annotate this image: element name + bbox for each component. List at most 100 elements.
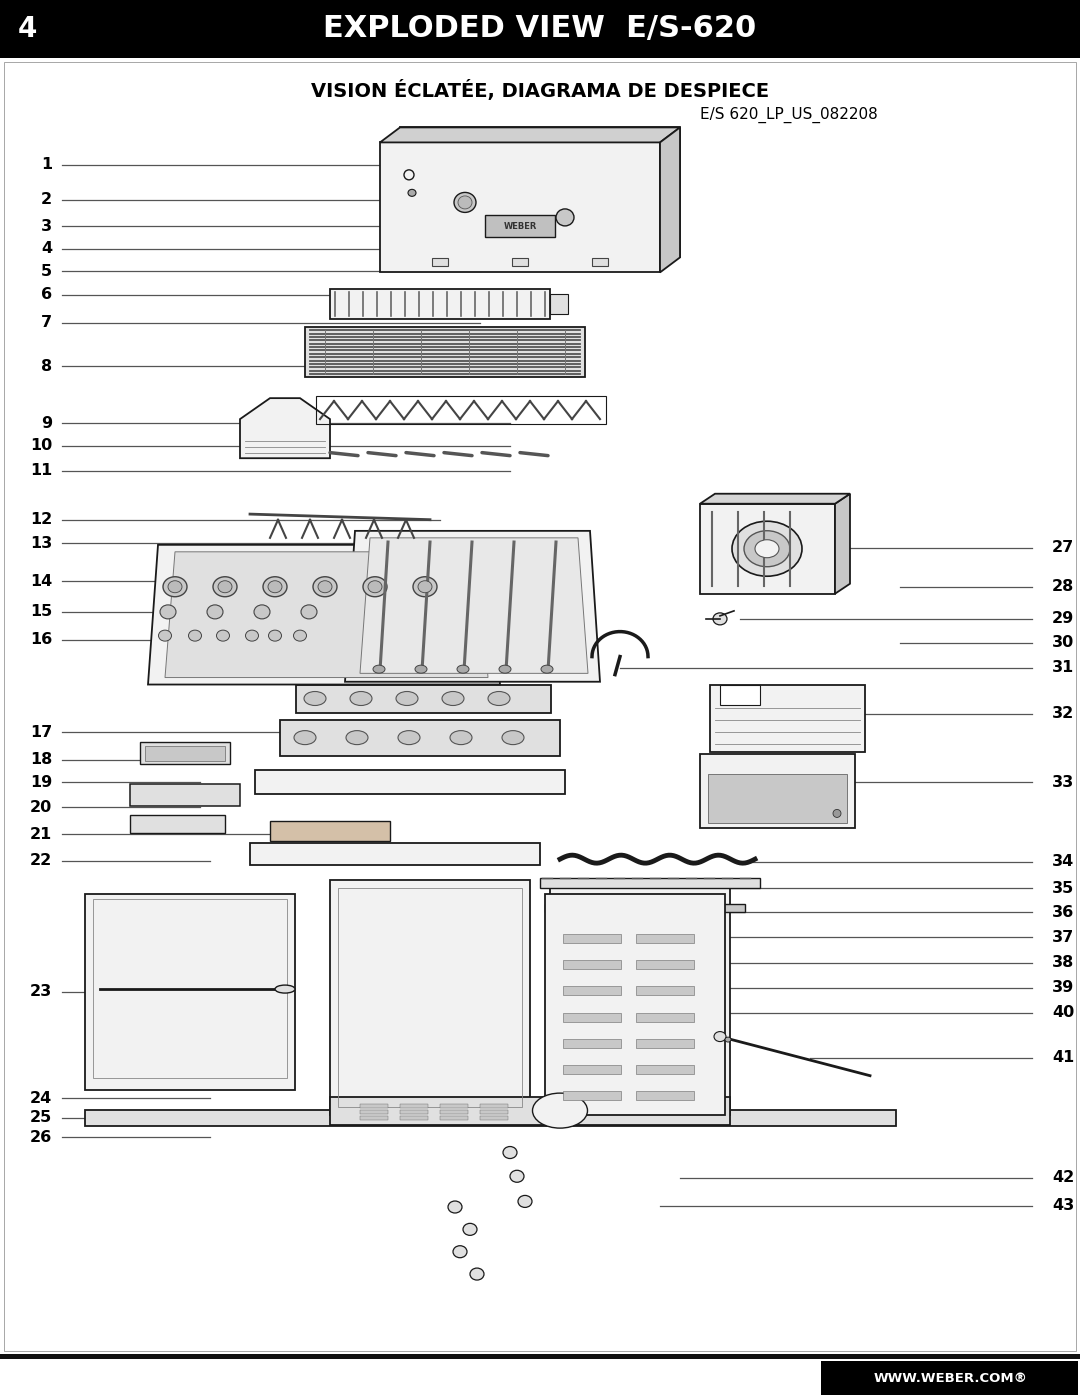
Ellipse shape	[207, 605, 222, 619]
Ellipse shape	[442, 692, 464, 705]
Bar	[480, 1104, 508, 1108]
Bar	[130, 784, 240, 806]
Bar	[570, 1087, 630, 1097]
Ellipse shape	[350, 692, 372, 705]
Bar	[636, 960, 694, 970]
Bar	[570, 1002, 630, 1011]
Text: EXPLODED VIEW  E/S-620: EXPLODED VIEW E/S-620	[323, 14, 757, 43]
Text: 13: 13	[30, 536, 52, 550]
Bar	[636, 1091, 694, 1099]
Text: WEBER: WEBER	[503, 222, 537, 231]
Ellipse shape	[189, 630, 202, 641]
Bar	[480, 1116, 508, 1120]
Text: 42: 42	[1052, 1171, 1075, 1185]
Ellipse shape	[294, 731, 316, 745]
Ellipse shape	[303, 692, 326, 705]
Ellipse shape	[264, 577, 287, 597]
Bar	[395, 156, 423, 184]
Ellipse shape	[275, 985, 295, 993]
Bar	[85, 1109, 896, 1126]
Text: 21: 21	[30, 827, 52, 841]
Bar	[821, 1361, 1078, 1396]
Bar	[480, 1111, 508, 1115]
Bar	[305, 327, 585, 377]
Bar	[0, 1354, 1080, 1359]
Bar	[360, 1104, 388, 1108]
Bar	[645, 1059, 705, 1069]
Bar	[563, 1013, 621, 1021]
Ellipse shape	[363, 577, 387, 597]
Ellipse shape	[159, 630, 172, 641]
Bar	[645, 1002, 705, 1011]
Bar	[645, 1031, 705, 1041]
Ellipse shape	[502, 731, 524, 745]
Bar	[440, 1111, 468, 1115]
Bar	[563, 1091, 621, 1099]
Bar	[636, 986, 694, 996]
Ellipse shape	[168, 581, 183, 592]
Ellipse shape	[418, 581, 432, 592]
Polygon shape	[165, 552, 488, 678]
Ellipse shape	[714, 1031, 726, 1042]
Bar	[710, 685, 865, 752]
Text: 4: 4	[18, 15, 38, 43]
Bar	[280, 719, 561, 756]
Text: 10: 10	[30, 439, 52, 453]
Text: 23: 23	[30, 985, 52, 999]
Bar	[645, 1087, 705, 1097]
Ellipse shape	[294, 630, 307, 641]
Ellipse shape	[373, 665, 384, 673]
Text: 20: 20	[30, 800, 52, 814]
Bar	[678, 975, 700, 1002]
Ellipse shape	[245, 630, 258, 641]
Text: 28: 28	[1052, 580, 1075, 594]
Text: 4: 4	[41, 242, 52, 256]
Text: 2: 2	[41, 193, 52, 207]
Bar	[636, 1013, 694, 1021]
Bar	[85, 894, 295, 1090]
Text: 17: 17	[30, 725, 52, 739]
Bar	[563, 986, 621, 996]
Ellipse shape	[713, 613, 727, 624]
Ellipse shape	[725, 1037, 731, 1042]
Ellipse shape	[499, 665, 511, 673]
Ellipse shape	[510, 1171, 524, 1182]
Bar	[485, 215, 555, 237]
Ellipse shape	[556, 210, 573, 226]
Text: 18: 18	[30, 753, 52, 767]
Bar	[563, 1065, 621, 1074]
Bar	[570, 946, 630, 956]
Bar	[545, 894, 725, 1115]
Ellipse shape	[833, 809, 841, 817]
Bar	[360, 1116, 388, 1120]
Bar	[360, 1111, 388, 1115]
Bar	[645, 946, 705, 956]
Ellipse shape	[160, 605, 176, 619]
Text: 30: 30	[1052, 636, 1075, 650]
Bar	[570, 1031, 630, 1041]
Ellipse shape	[541, 665, 553, 673]
Text: 16: 16	[30, 633, 52, 647]
Polygon shape	[240, 398, 330, 458]
Bar	[130, 816, 225, 833]
Polygon shape	[700, 493, 850, 504]
Text: 24: 24	[30, 1091, 52, 1105]
Text: 40: 40	[1052, 1006, 1075, 1020]
Bar	[512, 258, 528, 267]
Ellipse shape	[458, 196, 472, 210]
Ellipse shape	[732, 521, 802, 576]
Ellipse shape	[163, 577, 187, 597]
Ellipse shape	[399, 731, 420, 745]
Bar	[93, 898, 287, 1078]
Bar	[570, 1059, 630, 1069]
Bar	[550, 293, 568, 313]
Text: 9: 9	[41, 416, 52, 430]
Bar	[720, 685, 760, 704]
Ellipse shape	[415, 665, 427, 673]
Bar	[570, 918, 630, 928]
Polygon shape	[148, 545, 500, 685]
Ellipse shape	[450, 731, 472, 745]
Ellipse shape	[453, 1246, 467, 1257]
Text: 3: 3	[41, 219, 52, 233]
Bar	[700, 754, 855, 828]
